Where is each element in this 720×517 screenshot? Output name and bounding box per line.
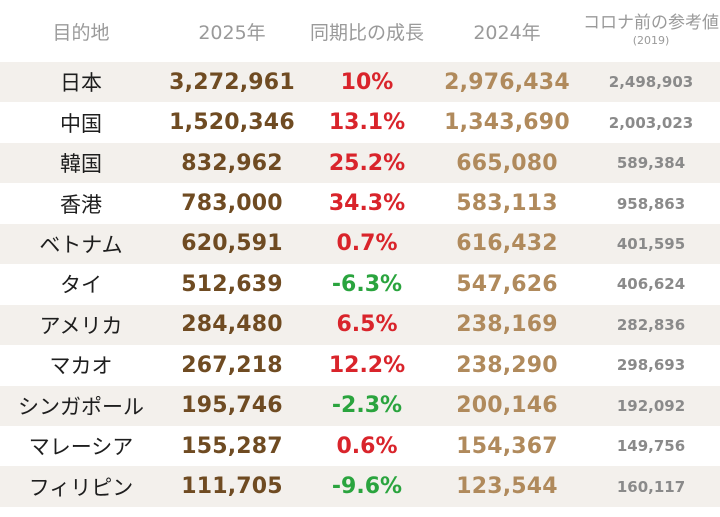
table-row: マレーシア 155,287 0.6% 154,367 149,756	[0, 426, 720, 466]
value-2024: 200,146	[456, 393, 558, 419]
value-pre-covid: 192,092	[616, 396, 686, 415]
table-row: 中国 1,520,346 13.1% 1,343,690 2,003,023	[0, 102, 720, 142]
value-pre-covid: 160,117	[616, 477, 686, 496]
country-name: 日本	[60, 71, 102, 96]
value-2024: 547,626	[456, 271, 558, 297]
growth-rate: 0.6%	[336, 433, 398, 459]
value-2024: 616,432	[456, 231, 558, 257]
table-header: 目的地 2025年 同期比の成長 2024年 コロナ前の参考値 (2019)	[0, 0, 720, 62]
value-2024: 583,113	[456, 191, 558, 217]
country-name: 中国	[60, 111, 102, 136]
value-2025: 111,705	[181, 474, 283, 500]
value-2024: 238,290	[456, 352, 558, 378]
value-2025: 267,218	[181, 352, 283, 378]
country-name: フィリピン	[28, 475, 134, 500]
growth-rate: 25.2%	[328, 150, 406, 176]
value-2024: 123,544	[456, 474, 558, 500]
value-2025: 284,480	[181, 312, 283, 338]
growth-rate: 10%	[340, 69, 394, 95]
value-pre-covid: 298,693	[616, 356, 686, 375]
value-2025: 783,000	[181, 191, 283, 217]
value-2025: 832,962	[181, 150, 283, 176]
header-pre-covid-year: (2019)	[632, 34, 670, 48]
growth-rate: 13.1%	[328, 110, 406, 136]
value-2024: 1,343,690	[444, 110, 570, 136]
value-pre-covid: 589,384	[616, 154, 686, 173]
country-name: マレーシア	[28, 435, 134, 460]
value-pre-covid: 2,498,903	[608, 73, 694, 92]
value-2025: 195,746	[181, 393, 283, 419]
value-pre-covid: 406,624	[616, 275, 686, 294]
value-pre-covid: 2,003,023	[608, 113, 694, 132]
value-pre-covid: 401,595	[616, 234, 686, 253]
table-row: 日本 3,272,961 10% 2,976,434 2,498,903	[0, 62, 720, 103]
header-destination: 目的地	[52, 21, 110, 44]
header-pre-covid: コロナ前の参考値 (2019)	[582, 13, 720, 48]
table-row: アメリカ 284,480 6.5% 238,169 282,836	[0, 304, 720, 346]
growth-rate: 34.3%	[328, 191, 406, 217]
country-name: 韓国	[60, 152, 102, 177]
value-2025: 620,591	[181, 231, 283, 257]
value-pre-covid: 149,756	[616, 437, 686, 456]
country-name: ベトナム	[39, 232, 123, 257]
growth-rate: 0.7%	[336, 231, 398, 257]
value-2024: 2,976,434	[444, 69, 570, 95]
growth-rate: -2.3%	[331, 393, 403, 419]
value-2025: 1,520,346	[169, 110, 295, 136]
table-row: マカオ 267,218 12.2% 238,290 298,693	[0, 345, 720, 385]
country-name: タイ	[60, 273, 102, 298]
growth-rate: 12.2%	[328, 352, 406, 378]
growth-rate: 6.5%	[336, 312, 398, 338]
table-row: ベトナム 620,591 0.7% 616,432 401,595	[0, 223, 720, 265]
table-row: シンガポール 195,746 -2.3% 200,146 192,092	[0, 385, 720, 426]
value-2025: 3,272,961	[169, 69, 295, 95]
country-name: シンガポール	[18, 394, 144, 419]
value-2024: 154,367	[456, 433, 558, 459]
country-name: 香港	[60, 192, 102, 217]
value-2024: 238,169	[456, 312, 558, 338]
value-2025: 512,639	[181, 271, 283, 297]
table-row: 韓国 832,962 25.2% 665,080 589,384	[0, 142, 720, 184]
table-row: フィリピン 111,705 -9.6% 123,544 160,117	[0, 466, 720, 507]
table-row: タイ 512,639 -6.3% 547,626 406,624	[0, 264, 720, 304]
value-2025: 155,287	[181, 433, 283, 459]
header-growth: 同期比の成長	[309, 21, 424, 44]
country-name: マカオ	[49, 354, 113, 379]
growth-rate: -6.3%	[331, 271, 403, 297]
table-row: 香港 783,000 34.3% 583,113 958,863	[0, 183, 720, 223]
growth-rate: -9.6%	[331, 474, 403, 500]
table-body: 日本 3,272,961 10% 2,976,434 2,498,903 中国 1,520,…	[0, 62, 720, 507]
value-pre-covid: 282,836	[616, 315, 686, 334]
header-2024: 2024年	[473, 21, 541, 44]
country-name: アメリカ	[39, 313, 123, 338]
value-pre-covid: 958,863	[616, 194, 686, 213]
header-2025: 2025年	[198, 21, 266, 44]
header-pre-covid-label: コロナ前の参考値	[583, 13, 719, 34]
value-2024: 665,080	[456, 150, 558, 176]
